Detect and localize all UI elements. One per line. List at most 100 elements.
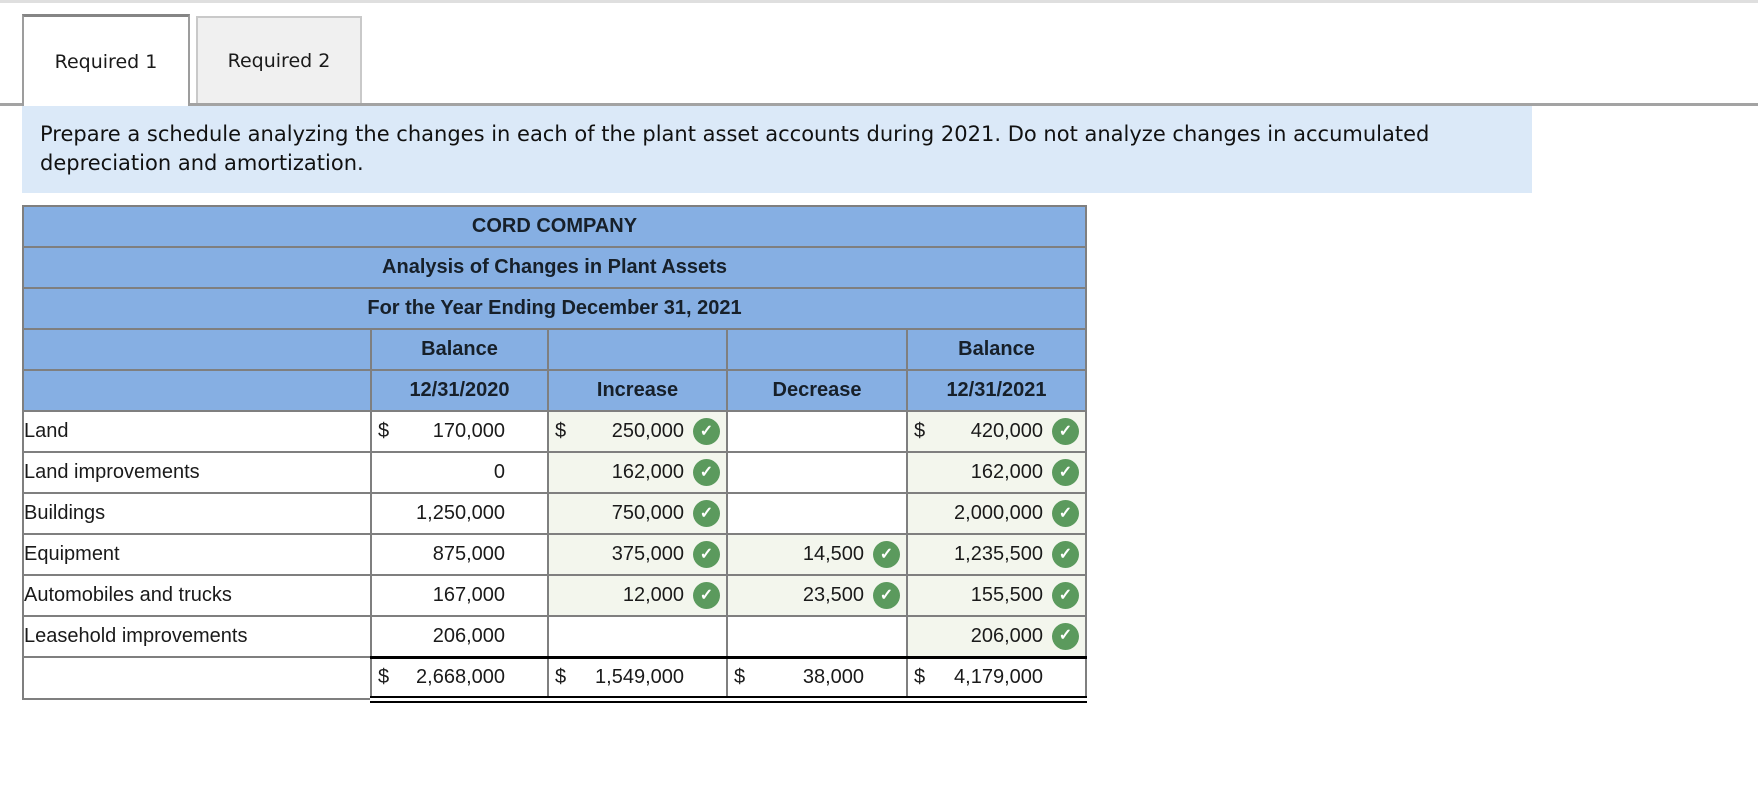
- tab-required-1[interactable]: Required 1: [22, 14, 190, 106]
- row-label: Equipment: [22, 533, 372, 576]
- table-title-row: CORD COMPANY: [22, 205, 1087, 248]
- row-label: Automobiles and trucks: [22, 574, 372, 617]
- instruction-text: Prepare a schedule analyzing the changes…: [40, 122, 1430, 175]
- cell-bal2020: $ 170,000: [370, 410, 549, 453]
- totals-row: $ 2,668,000 $ 1,549,000 $ 38,000 $ 4,179…: [22, 655, 1087, 703]
- total-value: 38,000: [802, 665, 864, 688]
- total-value: 2,668,000: [416, 665, 505, 688]
- table-row-equipment: Equipment 875,000 375,000 ✓ 14,500 ✓ 1,2…: [22, 533, 1087, 576]
- cell-bal2020: 206,000: [370, 615, 549, 658]
- header-empty: [726, 328, 908, 371]
- header-balance-right: Balance: [906, 328, 1087, 371]
- table-row-land-improvements: Land improvements 0 162,000 ✓ 162,000 ✓: [22, 451, 1087, 494]
- dollar-sign: $: [378, 665, 390, 688]
- cell-value: 2,000,000: [954, 502, 1043, 524]
- cell-bal2021[interactable]: 155,500 ✓: [906, 574, 1087, 617]
- header-date-2021: 12/31/2021: [906, 369, 1087, 412]
- cell-value: 155,500: [970, 584, 1043, 606]
- cell-bal2021[interactable]: $ 420,000 ✓: [906, 410, 1087, 453]
- total-increase: $ 1,549,000: [547, 655, 728, 703]
- cell-increase[interactable]: 750,000 ✓: [547, 492, 728, 535]
- top-divider: [0, 0, 1758, 3]
- analysis-table: CORD COMPANY Analysis of Changes in Plan…: [22, 205, 1087, 703]
- tab-required-1-label: Required 1: [54, 50, 158, 73]
- cell-increase[interactable]: 162,000 ✓: [547, 451, 728, 494]
- header-row-columns: 12/31/2020 Increase Decrease 12/31/2021: [22, 369, 1087, 412]
- cell-bal2020: 875,000: [370, 533, 549, 576]
- table-row-automobiles: Automobiles and trucks 167,000 12,000 ✓ …: [22, 574, 1087, 617]
- cell-value: 875,000: [432, 543, 505, 565]
- cell-increase[interactable]: $ 250,000 ✓: [547, 410, 728, 453]
- cell-value: 1,235,500: [954, 543, 1043, 565]
- check-icon: ✓: [693, 418, 720, 445]
- cell-bal2021[interactable]: 2,000,000 ✓: [906, 492, 1087, 535]
- check-icon: ✓: [873, 541, 900, 568]
- header-date-2020: 12/31/2020: [370, 369, 549, 412]
- totals-label-empty: [22, 656, 372, 700]
- cell-bal2021[interactable]: 206,000 ✓: [906, 615, 1087, 658]
- cell-value: 162,000: [611, 461, 684, 483]
- cell-bal2021[interactable]: 162,000 ✓: [906, 451, 1087, 494]
- schedule-title: Analysis of Changes in Plant Assets: [22, 246, 1087, 289]
- cell-decrease: [726, 410, 908, 453]
- tab-bar-rule: [0, 103, 1758, 106]
- cell-decrease: [726, 451, 908, 494]
- table-subtitle-row: Analysis of Changes in Plant Assets: [22, 246, 1087, 289]
- check-icon: ✓: [1052, 418, 1079, 445]
- dollar-sign: $: [914, 665, 926, 688]
- cell-bal2021[interactable]: 1,235,500 ✓: [906, 533, 1087, 576]
- dollar-sign: $: [555, 665, 567, 688]
- check-icon: ✓: [1052, 582, 1079, 609]
- row-label: Leasehold improvements: [22, 615, 372, 658]
- cell-bal2020: 1,250,000: [370, 492, 549, 535]
- cell-value: 23,500: [802, 584, 864, 606]
- cell-value: 170,000: [432, 420, 505, 442]
- cell-increase[interactable]: 12,000 ✓: [547, 574, 728, 617]
- dollar-sign: $: [378, 420, 390, 442]
- total-decrease: $ 38,000: [726, 655, 908, 703]
- cell-value: 1,250,000: [416, 502, 505, 524]
- check-icon: ✓: [693, 541, 720, 568]
- dollar-sign: $: [914, 420, 926, 442]
- total-value: 1,549,000: [595, 665, 684, 688]
- check-icon: ✓: [693, 582, 720, 609]
- header-row-balance: Balance Balance: [22, 328, 1087, 371]
- tab-required-2-label: Required 2: [227, 49, 331, 72]
- period-title: For the Year Ending December 31, 2021: [22, 287, 1087, 330]
- cell-value: 250,000: [611, 420, 684, 442]
- cell-value: 206,000: [970, 624, 1043, 647]
- instruction-panel: Prepare a schedule analyzing the changes…: [22, 106, 1532, 193]
- table-period-row: For the Year Ending December 31, 2021: [22, 287, 1087, 330]
- dollar-sign: $: [555, 420, 567, 442]
- row-label: Land improvements: [22, 451, 372, 494]
- cell-value: 0: [493, 461, 505, 483]
- cell-bal2020: 167,000: [370, 574, 549, 617]
- cell-value: 162,000: [970, 461, 1043, 483]
- check-icon: ✓: [693, 459, 720, 486]
- cell-value: 206,000: [432, 624, 505, 647]
- cell-value: 420,000: [970, 420, 1043, 442]
- cell-decrease[interactable]: 23,500 ✓: [726, 574, 908, 617]
- header-empty: [22, 328, 372, 371]
- cell-decrease[interactable]: 14,500 ✓: [726, 533, 908, 576]
- header-decrease: Decrease: [726, 369, 908, 412]
- check-icon: ✓: [1052, 459, 1079, 486]
- total-bal2020: $ 2,668,000: [370, 655, 549, 703]
- cell-value: 167,000: [432, 584, 505, 606]
- tab-bar: Required 1 Required 2: [0, 3, 1758, 106]
- check-icon: ✓: [693, 500, 720, 527]
- tab-required-2[interactable]: Required 2: [196, 16, 362, 103]
- total-bal2021: $ 4,179,000: [906, 655, 1087, 703]
- cell-increase[interactable]: 375,000 ✓: [547, 533, 728, 576]
- cell-value: 12,000: [622, 584, 684, 606]
- check-icon: ✓: [873, 582, 900, 609]
- dollar-sign: $: [734, 665, 746, 688]
- total-value: 4,179,000: [954, 665, 1043, 688]
- table-row-leasehold: Leasehold improvements 206,000 206,000 ✓: [22, 615, 1087, 658]
- check-icon: ✓: [1052, 541, 1079, 568]
- check-icon: ✓: [1052, 622, 1079, 650]
- check-icon: ✓: [1052, 500, 1079, 527]
- company-name: CORD COMPANY: [22, 205, 1087, 248]
- table-row-buildings: Buildings 1,250,000 750,000 ✓ 2,000,000 …: [22, 492, 1087, 535]
- cell-value: 14,500: [802, 543, 864, 565]
